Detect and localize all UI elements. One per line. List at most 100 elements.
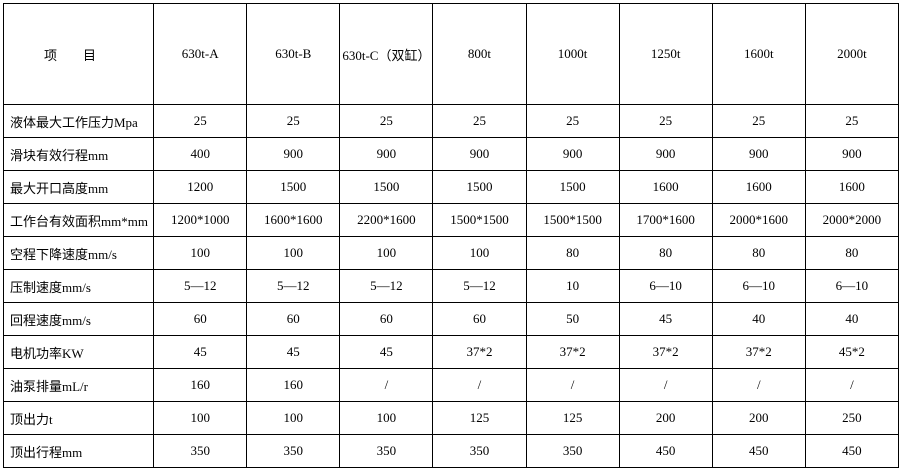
cell: 125	[432, 401, 527, 435]
cell: 1600*1600	[246, 203, 341, 237]
cell: 1500	[432, 170, 527, 204]
row-label: 电机功率KW	[2, 335, 155, 369]
cell: 60	[432, 302, 527, 336]
cell: /	[525, 368, 620, 402]
cell: 1250t	[618, 3, 713, 105]
table-row: 最大开口高度mm 1200 1500 1500 1500 1500 1600 1600 1600	[2, 170, 900, 204]
cell: 350	[432, 434, 527, 468]
cell: 6—10	[804, 269, 900, 303]
row-label: 顶出行程mm	[2, 434, 155, 468]
cell: /	[339, 368, 434, 402]
cell: 1500	[339, 170, 434, 204]
cell: 900	[525, 137, 620, 171]
table-row: 压制速度mm/s 5—12 5—12 5—12 5—12 10 6—10 6—10 6—10	[2, 269, 900, 303]
cell: 1700*1600	[618, 203, 713, 237]
cell: 350	[339, 434, 434, 468]
row-label: 空程下降速度mm/s	[2, 236, 155, 270]
cell: 200	[618, 401, 713, 435]
cell: 100	[339, 236, 434, 270]
table-row: 工作台有效面积mm*mm 1200*1000 1600*1600 2200*1600 1…	[2, 203, 900, 237]
cell: 45	[339, 335, 434, 369]
cell: 37*2	[432, 335, 527, 369]
cell: 40	[711, 302, 806, 336]
cell: 630t-B	[246, 3, 341, 105]
cell: 900	[339, 137, 434, 171]
cell: 25	[432, 104, 527, 138]
cell: 100	[246, 236, 341, 270]
cell: 25	[711, 104, 806, 138]
cell: 1200*1000	[153, 203, 248, 237]
cell: 25	[804, 104, 900, 138]
cell: 10	[525, 269, 620, 303]
cell: 80	[618, 236, 713, 270]
cell: 100	[153, 236, 248, 270]
cell: 25	[339, 104, 434, 138]
cell: 60	[246, 302, 341, 336]
cell: 1200	[153, 170, 248, 204]
cell: 1500	[525, 170, 620, 204]
cell: /	[711, 368, 806, 402]
cell: 45	[618, 302, 713, 336]
row-label: 最大开口高度mm	[2, 170, 155, 204]
cell: 900	[804, 137, 900, 171]
table-row: 顶出力t 100 100 100 125 125 200 200 250	[2, 401, 900, 435]
cell: 25	[246, 104, 341, 138]
cell: /	[804, 368, 900, 402]
cell: 37*2	[525, 335, 620, 369]
table-row: 油泵排量mL/r 160 160// / / / /	[2, 368, 900, 402]
cell: 200	[711, 401, 806, 435]
table-row: 液体最大工作压力Mpa 25 25 25 25 25 25 25 25	[2, 104, 900, 138]
cell: 250	[804, 401, 900, 435]
cell: 1600	[618, 170, 713, 204]
cell: 450	[618, 434, 713, 468]
row-label: 液体最大工作压力Mpa	[2, 104, 155, 138]
cell: 900	[618, 137, 713, 171]
cell: 1000t	[525, 3, 620, 105]
cell: 450	[804, 434, 900, 468]
cell: 900	[246, 137, 341, 171]
row-label: 工作台有效面积mm*mm	[2, 203, 155, 237]
row-label: 项 目	[2, 3, 155, 105]
cell: 1600	[804, 170, 900, 204]
cell: 2200*1600	[339, 203, 434, 237]
cell: 350	[246, 434, 341, 468]
row-label: 油泵排量mL/r	[2, 368, 155, 402]
cell: 100	[339, 401, 434, 435]
cell: 160	[153, 368, 248, 402]
cell: 125	[525, 401, 620, 435]
row-label: 顶出力t	[2, 401, 155, 435]
row-label: 压制速度mm/s	[2, 269, 155, 303]
cell: 5—12	[432, 269, 527, 303]
cell: 900	[711, 137, 806, 171]
cell: 40	[804, 302, 900, 336]
table-body: 项 目 630t-A 630t-B 630t-C（双缸） 800t 1000t 1250t 1…	[2, 3, 900, 468]
cell: 80	[804, 236, 900, 270]
cell: 80	[525, 236, 620, 270]
cell: 2000t	[804, 3, 900, 105]
cell: 1600	[711, 170, 806, 204]
cell: 5—12	[246, 269, 341, 303]
spec-table: 项 目 630t-A 630t-B 630t-C（双缸） 800t 1000t 1250t 1…	[2, 3, 900, 468]
table-row: 顶出行程mm 350 350 350 350 350 450 450 450	[2, 434, 900, 468]
cell: 45*2	[804, 335, 900, 369]
cell: 900	[432, 137, 527, 171]
cell: 6—10	[711, 269, 806, 303]
cell: 25	[153, 104, 248, 138]
cell: 1500*1500	[432, 203, 527, 237]
row-label: 滑块有效行程mm	[2, 137, 155, 171]
cell: 450	[711, 434, 806, 468]
cell: 25	[525, 104, 620, 138]
row-label: 回程速度mm/s	[2, 302, 155, 336]
cell: 350	[525, 434, 620, 468]
cell: 400	[153, 137, 248, 171]
cell: 800t	[432, 3, 527, 105]
cell: 80	[711, 236, 806, 270]
cell: 630t-C（双缸）	[339, 3, 434, 105]
cell: 100	[246, 401, 341, 435]
cell: 100	[153, 401, 248, 435]
cell: 5—12	[339, 269, 434, 303]
cell: 350	[153, 434, 248, 468]
cell: 6—10	[618, 269, 713, 303]
cell: 160	[246, 368, 341, 402]
